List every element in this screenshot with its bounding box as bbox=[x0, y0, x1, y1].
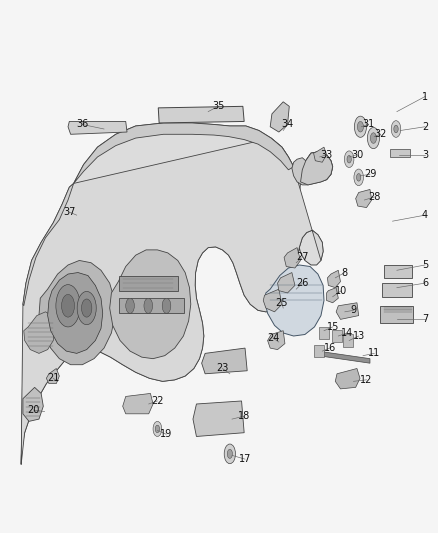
Circle shape bbox=[357, 174, 361, 181]
Polygon shape bbox=[292, 152, 333, 185]
Text: 19: 19 bbox=[160, 429, 172, 439]
Circle shape bbox=[354, 116, 367, 138]
Polygon shape bbox=[24, 312, 55, 353]
Text: 1: 1 bbox=[422, 92, 428, 101]
Polygon shape bbox=[119, 298, 184, 313]
Circle shape bbox=[391, 120, 401, 138]
Text: 9: 9 bbox=[350, 305, 357, 316]
Polygon shape bbox=[68, 122, 127, 134]
Circle shape bbox=[344, 151, 354, 167]
Circle shape bbox=[81, 299, 92, 317]
Circle shape bbox=[77, 292, 96, 325]
Polygon shape bbox=[263, 289, 282, 312]
Text: 31: 31 bbox=[363, 119, 375, 130]
Polygon shape bbox=[201, 348, 247, 374]
Text: 28: 28 bbox=[368, 192, 381, 202]
Polygon shape bbox=[21, 123, 333, 464]
Text: 36: 36 bbox=[76, 119, 88, 130]
Text: 16: 16 bbox=[324, 343, 336, 353]
Circle shape bbox=[153, 422, 162, 437]
Text: 11: 11 bbox=[368, 349, 381, 358]
Circle shape bbox=[162, 298, 171, 313]
Text: 29: 29 bbox=[364, 169, 376, 179]
Circle shape bbox=[144, 298, 152, 313]
Polygon shape bbox=[314, 147, 327, 162]
Polygon shape bbox=[21, 138, 323, 464]
Circle shape bbox=[354, 169, 364, 185]
Polygon shape bbox=[23, 183, 74, 306]
Text: 12: 12 bbox=[360, 375, 373, 385]
Text: 18: 18 bbox=[238, 411, 250, 421]
Text: 13: 13 bbox=[353, 331, 365, 341]
Text: 37: 37 bbox=[63, 207, 75, 217]
Polygon shape bbox=[46, 368, 60, 384]
Circle shape bbox=[227, 449, 233, 458]
Polygon shape bbox=[193, 401, 244, 437]
Text: 8: 8 bbox=[342, 268, 348, 278]
Text: 33: 33 bbox=[321, 150, 333, 160]
Text: 26: 26 bbox=[296, 278, 308, 288]
Polygon shape bbox=[284, 248, 300, 268]
Text: 35: 35 bbox=[212, 101, 224, 111]
Circle shape bbox=[56, 285, 80, 327]
Polygon shape bbox=[119, 276, 178, 290]
Polygon shape bbox=[270, 102, 289, 132]
Text: 21: 21 bbox=[47, 373, 60, 383]
Polygon shape bbox=[343, 335, 353, 346]
Polygon shape bbox=[319, 327, 329, 339]
Text: 20: 20 bbox=[27, 405, 39, 415]
Polygon shape bbox=[265, 265, 324, 336]
Polygon shape bbox=[327, 288, 338, 303]
Text: 6: 6 bbox=[422, 278, 428, 288]
Polygon shape bbox=[23, 387, 43, 422]
Text: 2: 2 bbox=[422, 122, 428, 132]
Text: 4: 4 bbox=[422, 210, 428, 220]
Polygon shape bbox=[328, 270, 340, 288]
Polygon shape bbox=[300, 152, 333, 185]
Polygon shape bbox=[332, 330, 342, 342]
Text: 30: 30 bbox=[351, 150, 363, 160]
Text: 24: 24 bbox=[267, 333, 279, 343]
Polygon shape bbox=[335, 368, 360, 389]
Circle shape bbox=[371, 133, 377, 143]
Text: 25: 25 bbox=[276, 298, 288, 308]
Text: 10: 10 bbox=[335, 286, 347, 296]
Circle shape bbox=[126, 298, 134, 313]
Polygon shape bbox=[158, 107, 244, 123]
Polygon shape bbox=[110, 250, 191, 359]
Text: 7: 7 bbox=[422, 314, 428, 325]
Polygon shape bbox=[318, 351, 370, 363]
Circle shape bbox=[347, 156, 351, 163]
Polygon shape bbox=[384, 265, 412, 278]
Polygon shape bbox=[381, 283, 412, 297]
Text: 3: 3 bbox=[422, 150, 428, 160]
Polygon shape bbox=[278, 272, 295, 293]
Text: 17: 17 bbox=[239, 454, 251, 464]
Circle shape bbox=[394, 125, 398, 133]
Text: 27: 27 bbox=[296, 253, 308, 262]
Text: 14: 14 bbox=[341, 328, 353, 338]
Polygon shape bbox=[39, 261, 115, 365]
Polygon shape bbox=[123, 393, 153, 414]
Text: 34: 34 bbox=[282, 119, 293, 130]
Text: 32: 32 bbox=[374, 130, 387, 139]
Text: 22: 22 bbox=[151, 396, 164, 406]
Text: 23: 23 bbox=[216, 364, 229, 374]
Polygon shape bbox=[390, 149, 410, 157]
Circle shape bbox=[367, 127, 379, 149]
Text: 5: 5 bbox=[422, 260, 428, 270]
Polygon shape bbox=[314, 345, 324, 357]
Polygon shape bbox=[74, 123, 293, 183]
Polygon shape bbox=[356, 189, 372, 207]
Circle shape bbox=[357, 122, 364, 132]
Circle shape bbox=[155, 425, 159, 433]
Polygon shape bbox=[268, 330, 285, 350]
Polygon shape bbox=[336, 303, 359, 319]
Circle shape bbox=[61, 294, 74, 317]
Polygon shape bbox=[48, 272, 103, 353]
Text: 15: 15 bbox=[326, 322, 339, 332]
Circle shape bbox=[224, 444, 236, 464]
Polygon shape bbox=[380, 306, 413, 323]
